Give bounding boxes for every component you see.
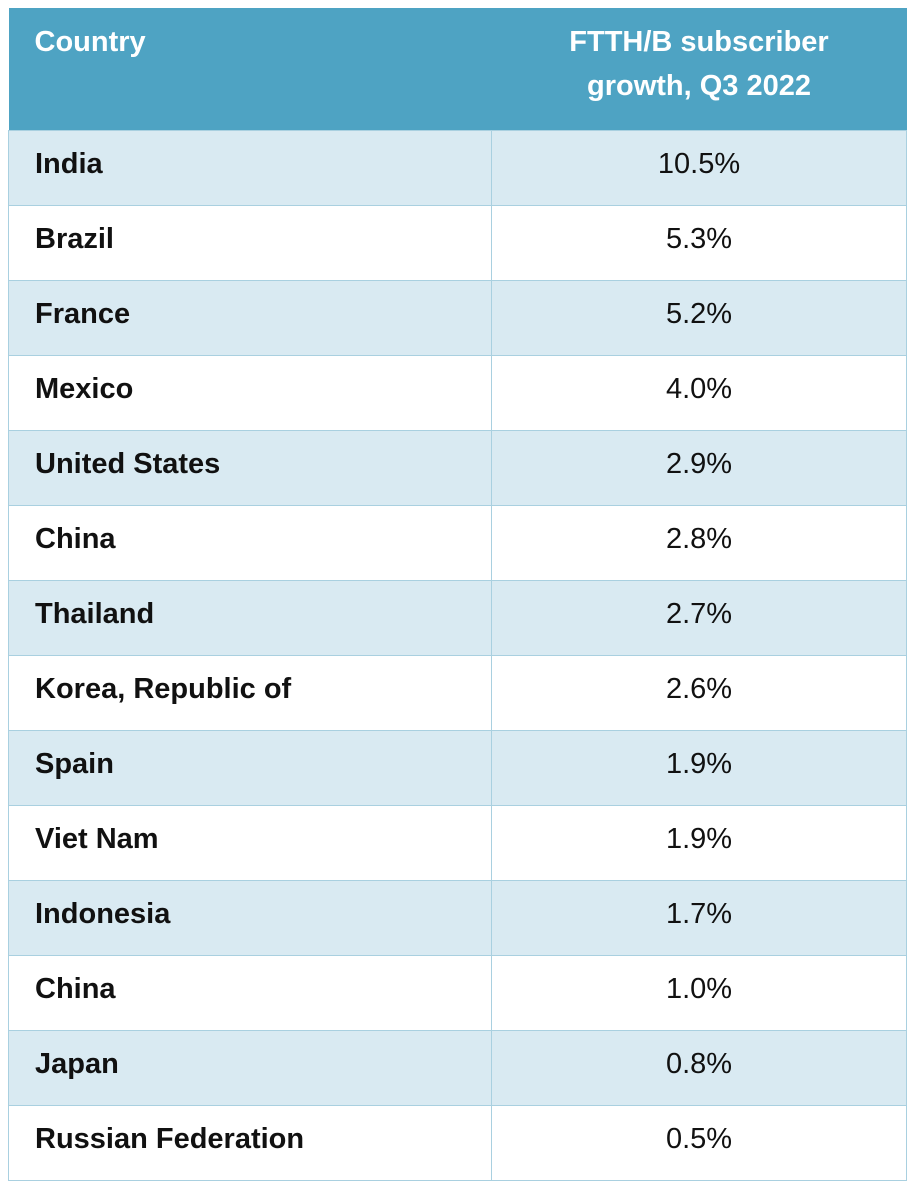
table-row: India 10.5% [8,130,907,206]
growth-cell: 2.8% [491,505,907,581]
table-row: China 2.8% [8,505,907,581]
country-cell: Japan [8,1030,492,1106]
country-cell: Brazil [8,205,492,281]
table-body: India 10.5% Brazil 5.3% France 5.2% Mexico 4.0%… [8,130,907,1181]
country-cell: United States [8,430,492,506]
growth-cell: 1.9% [491,730,907,806]
page: Country FTTH/B subscriber growth, Q3 202… [8,8,907,1181]
growth-cell: 4.0% [491,355,907,431]
table-row: Japan 0.8% [8,1030,907,1106]
data-table: Country FTTH/B subscriber growth, Q3 202… [8,8,907,1181]
growth-cell: 0.8% [491,1030,907,1106]
country-cell: France [8,280,492,356]
table-row: France 5.2% [8,280,907,356]
header-cell: FTTH/B subscriber growth, Q3 2022 [491,8,907,131]
table-row: United States 2.9% [8,430,907,506]
table-row: Russian Federation 0.5% [8,1105,907,1181]
country-cell: Thailand [8,580,492,656]
country-cell: Korea, Republic of [8,655,492,731]
growth-cell: 0.5% [491,1105,907,1181]
table-row: Mexico 4.0% [8,355,907,431]
country-cell: China [8,955,492,1031]
growth-cell: 2.7% [491,580,907,656]
country-cell: India [8,130,492,206]
table-row: Thailand 2.7% [8,580,907,656]
growth-cell: 2.6% [491,655,907,731]
table-row: Spain 1.9% [8,730,907,806]
country-cell: China [8,505,492,581]
growth-cell: 5.3% [491,205,907,281]
table-header: Country FTTH/B subscriber growth, Q3 202… [8,8,907,131]
country-cell: Mexico [8,355,492,431]
country-cell: Indonesia [8,880,492,956]
table-row: Brazil 5.3% [8,205,907,281]
table-row: Indonesia 1.7% [8,880,907,956]
header-cell: Country [8,8,492,131]
growth-cell: 2.9% [491,430,907,506]
country-cell: Russian Federation [8,1105,492,1181]
growth-cell: 1.9% [491,805,907,881]
table-row: Viet Nam 1.9% [8,805,907,881]
country-cell: Spain [8,730,492,806]
growth-cell: 1.7% [491,880,907,956]
growth-cell: 1.0% [491,955,907,1031]
growth-cell: 5.2% [491,280,907,356]
growth-cell: 10.5% [491,130,907,206]
header-row: Country FTTH/B subscriber growth, Q3 202… [8,8,907,131]
country-cell: Viet Nam [8,805,492,881]
table-row: China 1.0% [8,955,907,1031]
table-row: Korea, Republic of 2.6% [8,655,907,731]
